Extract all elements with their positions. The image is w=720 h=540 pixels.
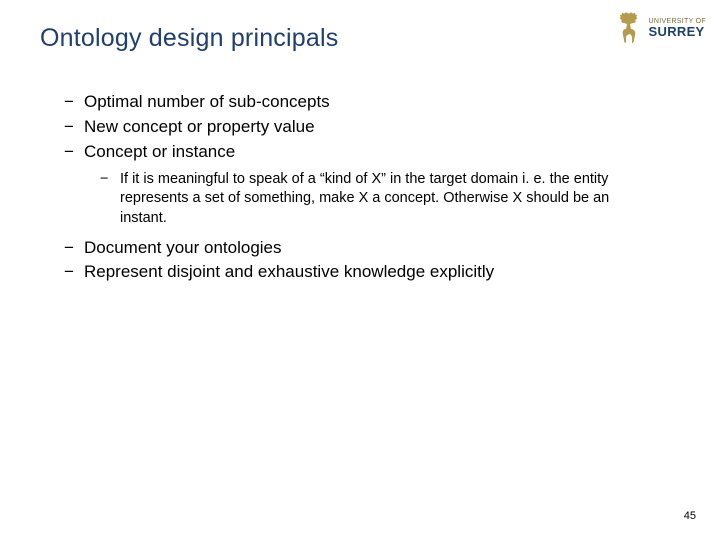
bullet-item: Concept or instance [54, 141, 680, 164]
slide-title: Ontology design principals [40, 24, 680, 53]
logo-line2: SURREY [649, 25, 706, 38]
stag-icon [613, 10, 645, 46]
slide-container: UNIVERSITY OF SURREY Ontology design pri… [0, 0, 720, 540]
bullet-item: New concept or property value [54, 116, 680, 139]
bullet-item: Represent disjoint and exhaustive knowle… [54, 261, 680, 284]
slide-content: Optimal number of sub-concepts New conce… [40, 91, 680, 284]
page-number: 45 [684, 510, 696, 522]
bullet-item: Document your ontologies [54, 237, 680, 260]
logo-text: UNIVERSITY OF SURREY [649, 18, 706, 38]
university-logo: UNIVERSITY OF SURREY [613, 10, 706, 46]
bullet-item: Optimal number of sub-concepts [54, 91, 680, 114]
sub-bullet-item: If it is meaningful to speak of a “kind … [54, 170, 680, 229]
